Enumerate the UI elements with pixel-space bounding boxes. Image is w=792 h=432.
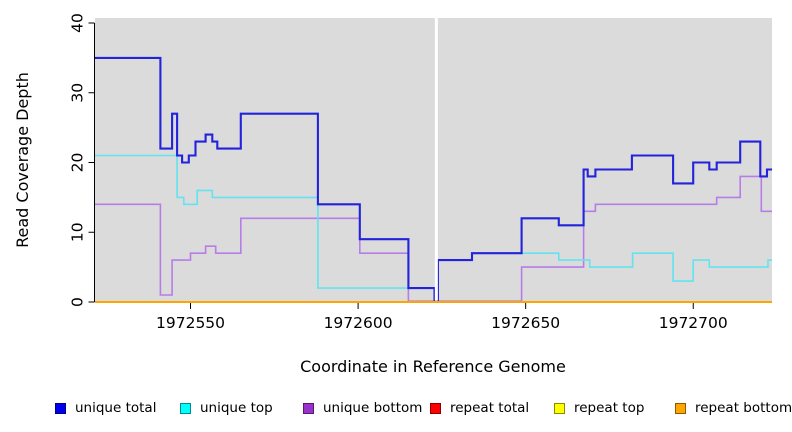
y-tick-label: 0 <box>69 297 87 307</box>
coverage-gap <box>434 18 438 301</box>
series-unique-total <box>95 56 436 302</box>
repeat-total-swatch-icon <box>430 402 441 414</box>
x-axis-title: Coordinate in Reference Genome <box>300 357 566 376</box>
series-unique-bottom <box>95 175 772 302</box>
y-tick-label: 20 <box>69 153 87 173</box>
legend-item-repeat-total: repeat total <box>430 399 529 417</box>
legend-item-unique-bottom: unique bottom <box>303 399 422 417</box>
legend-item-unique-total: unique total <box>55 399 156 417</box>
x-tick-label: 1972650 <box>491 314 560 332</box>
x-tick-label: 1972600 <box>324 314 393 332</box>
y-tick-label: 40 <box>69 13 87 33</box>
legend-item-repeat-top: repeat top <box>554 399 644 417</box>
repeat-top-swatch-icon <box>554 402 565 414</box>
unique-bottom-swatch-icon <box>303 402 314 414</box>
unique-top-swatch-icon <box>180 402 191 414</box>
unique-total-swatch-icon <box>55 402 66 414</box>
x-tick-label: 1972550 <box>156 314 225 332</box>
legend-label: repeat top <box>574 400 645 416</box>
series-unique-total <box>436 140 772 302</box>
legend-label: unique total <box>75 400 157 416</box>
series-unique-top <box>95 154 436 302</box>
legend-label: unique bottom <box>323 400 423 416</box>
repeat-bottom-swatch-icon <box>675 402 686 414</box>
legend-label: repeat total <box>450 400 530 416</box>
plot-panel <box>95 18 772 302</box>
legend-item-repeat-bottom: repeat bottom <box>675 399 792 417</box>
y-tick-label: 10 <box>69 222 87 242</box>
y-tick-label: 30 <box>69 83 87 103</box>
legend-label: repeat bottom <box>695 400 792 416</box>
y-axis-title: Read Coverage Depth <box>13 72 32 248</box>
legend-item-unique-top: unique top <box>180 399 273 417</box>
legend-label: unique top <box>200 400 273 416</box>
x-tick-label: 1972700 <box>659 314 728 332</box>
